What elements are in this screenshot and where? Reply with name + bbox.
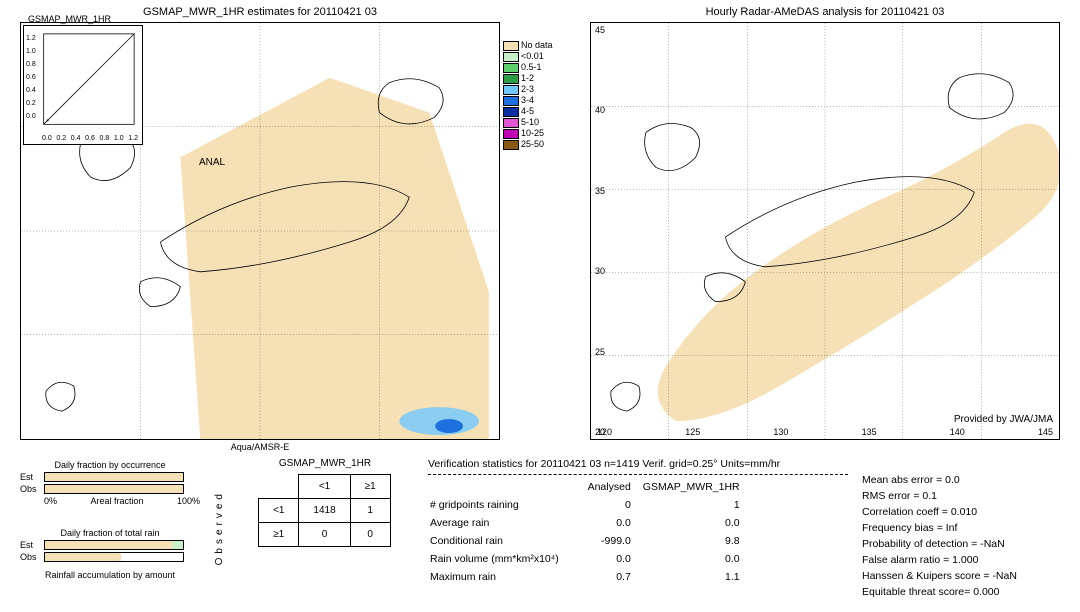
right-map-canvas — [591, 23, 1059, 439]
r-coast-korea — [645, 124, 700, 171]
coast-kyushu — [139, 278, 180, 307]
legend-row: 25-50 — [503, 139, 553, 150]
legend-row: 0.5-1 — [503, 62, 553, 73]
verif-row: Maximum rain0.71.1 — [430, 569, 750, 585]
legend-row: 4-5 — [503, 106, 553, 117]
score-line: Frequency bias = Inf — [862, 520, 1017, 536]
verif-block: Verification statistics for 20110421 03 … — [428, 456, 848, 587]
legend-row: 3-4 — [503, 95, 553, 106]
bars-occurrence: Daily fraction by occurrence EstObs 0%Ar… — [20, 460, 200, 506]
contingency-title: GSMAP_MWR_1HR — [240, 458, 410, 469]
bar-row: Obs — [20, 552, 200, 562]
right-map: 45 40 35 30 25 20 120 125 130 135 140 14… — [590, 22, 1060, 440]
score-line: Mean abs error = 0.0 — [862, 472, 1017, 488]
right-xticks: 120 125 130 135 140 145 — [591, 427, 1059, 437]
legend-row: 2-3 — [503, 84, 553, 95]
swath-polygon — [180, 78, 489, 439]
provider-label: Provided by JWA/JMA — [954, 414, 1053, 425]
legend-row: 10-25 — [503, 128, 553, 139]
precip-blob-2 — [435, 419, 463, 433]
anal-label: ANAL — [199, 157, 225, 168]
bars-tot-title: Daily fraction of total rain — [20, 528, 200, 538]
bars-accum-title: Rainfall accumulation by amount — [20, 570, 200, 580]
legend-row: 5-10 — [503, 117, 553, 128]
contingency-table: <1≥1 <114181 ≥100 — [258, 474, 391, 547]
inset-xticks: 0.00.20.40.60.81.01.2 — [42, 135, 138, 142]
inset-title: GSMAP_MWR_1HR — [28, 14, 111, 24]
left-map-footer: Aqua/AMSR-E — [20, 442, 500, 452]
right-yticks: 45 40 35 30 25 20 — [595, 23, 605, 439]
score-line: Probability of detection = -NaN — [862, 536, 1017, 552]
verif-row: Conditional rain-999.09.8 — [430, 533, 750, 549]
score-line: False alarm ratio = 1.000 — [862, 552, 1017, 568]
verif-row: Rain volume (mm*km²x10⁴)0.00.0 — [430, 551, 750, 567]
verif-row: # gridpoints raining01 — [430, 497, 750, 513]
bars-occ-title: Daily fraction by occurrence — [20, 460, 200, 470]
inset-scatter: GSMAP_MWR_1HR 1.21.00.80.60.40.20.0 0.00… — [23, 25, 143, 145]
score-line: RMS error = 0.1 — [862, 488, 1017, 504]
bar-row: Est — [20, 472, 200, 482]
legend-row: <0.01 — [503, 51, 553, 62]
legend-row: 1-2 — [503, 73, 553, 84]
left-map: GSMAP_MWR_1HR 1.21.00.80.60.40.20.0 0.00… — [20, 22, 500, 440]
score-line: Equitable threat score= 0.000 — [862, 584, 1017, 600]
bar-row: Obs — [20, 484, 200, 494]
verif-row: Average rain0.00.0 — [430, 515, 750, 531]
verif-table: AnalysedGSMAP_MWR_1HR # gridpoints raini… — [428, 477, 752, 587]
bar-row: Est — [20, 540, 200, 550]
colorbar-legend: No data<0.010.5-11-22-33-44-55-1010-2525… — [503, 40, 553, 150]
radar-coverage — [658, 124, 1059, 421]
score-line: Correlation coeff = 0.010 — [862, 504, 1017, 520]
legend-row: No data — [503, 40, 553, 51]
bars-totalrain: Daily fraction of total rain Est Obs Rain… — [20, 528, 200, 580]
inset-yticks: 1.21.00.80.60.40.20.0 — [26, 32, 36, 123]
score-line: Hanssen & Kuipers score = -NaN — [862, 568, 1017, 584]
verif-scores: Mean abs error = 0.0RMS error = 0.1Corre… — [862, 472, 1017, 600]
coast-taiwan — [46, 382, 75, 411]
right-map-title: Hourly Radar-AMeDAS analysis for 2011042… — [590, 6, 1060, 18]
r-coast-hokkaido — [948, 74, 1013, 119]
r-coast-taiwan — [611, 382, 640, 411]
contingency-side-label: Observed — [214, 490, 225, 565]
verif-header: Verification statistics for 20110421 03 … — [428, 456, 848, 472]
